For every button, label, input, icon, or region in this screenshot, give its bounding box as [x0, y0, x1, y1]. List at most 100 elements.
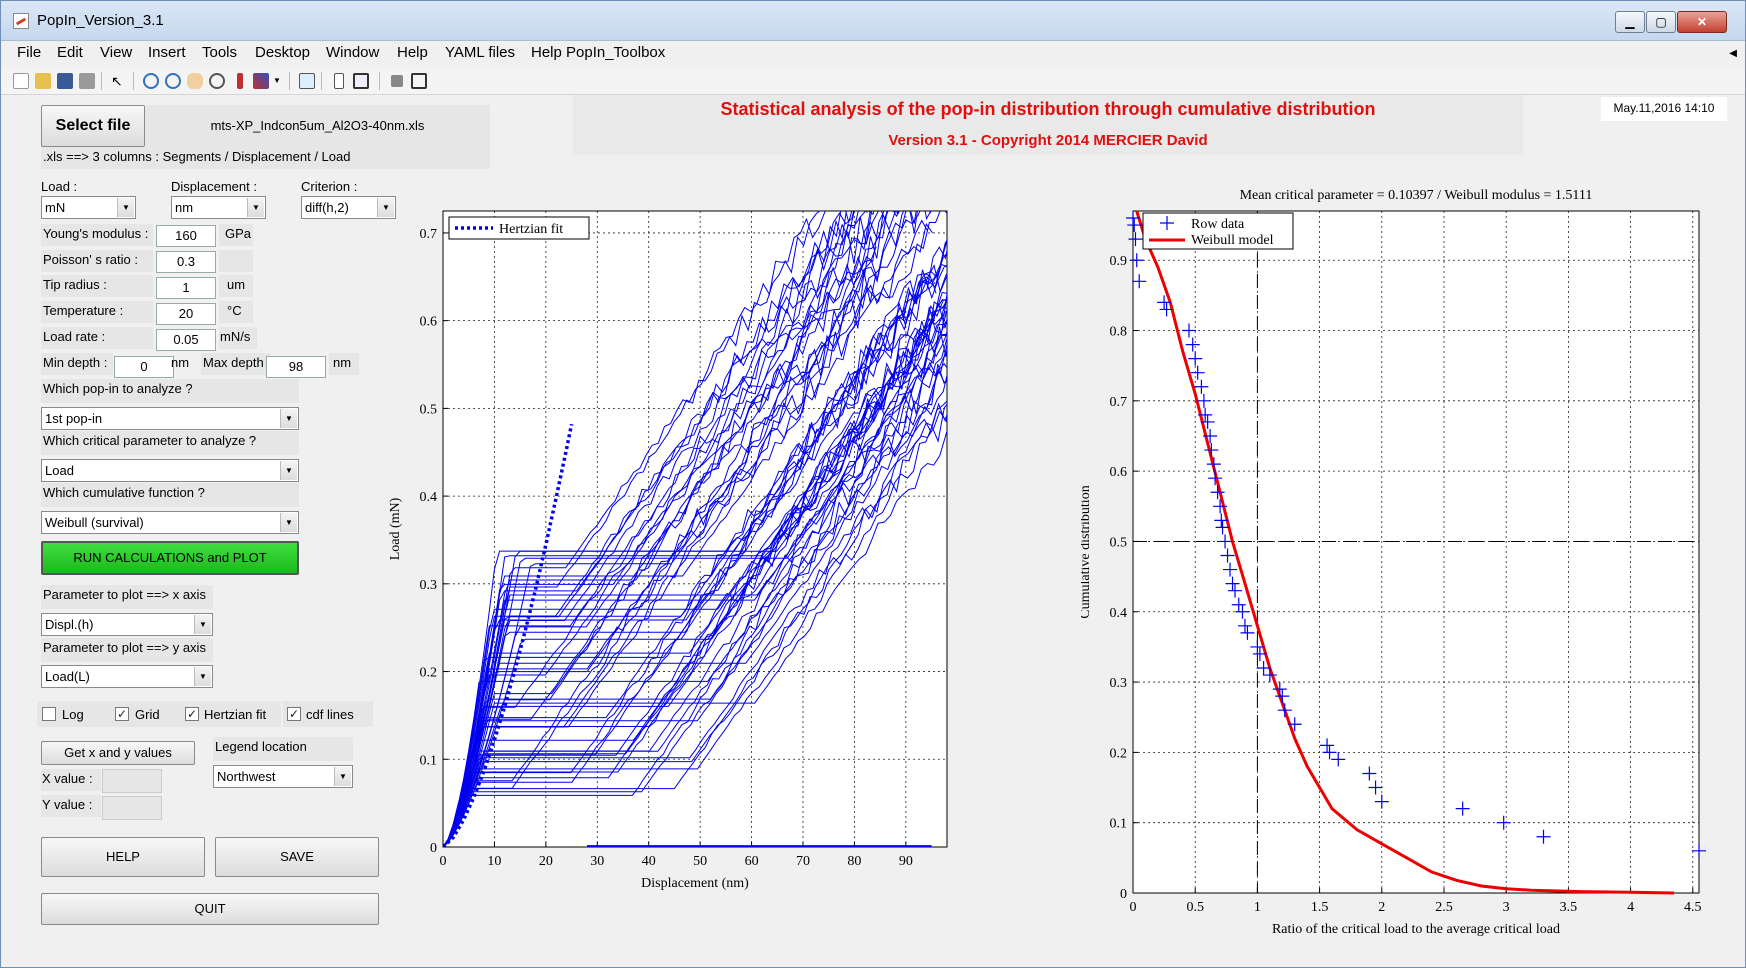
brush-icon[interactable] — [253, 73, 269, 89]
legend-location-select[interactable]: Northwest ▼ — [213, 765, 353, 788]
link-plot-icon[interactable] — [299, 73, 315, 89]
show-plot-tools-icon[interactable] — [411, 73, 427, 89]
yaxis-param-select[interactable]: Load(L) ▼ — [41, 665, 213, 688]
menu-yaml-files[interactable]: YAML files — [445, 44, 515, 61]
cdf-x-axis-label: Ratio of the critical load to the averag… — [1272, 922, 1560, 937]
menu-bar: File Edit View Insert Tools Desktop Wind… — [1, 41, 1745, 67]
menu-help-popin-toolbox[interactable]: Help PopIn_Toolbox — [531, 44, 665, 61]
young-modulus-input[interactable]: 160 — [156, 225, 216, 247]
chevron-down-icon: ▼ — [334, 767, 351, 786]
grid-label: Grid — [135, 707, 160, 722]
toolbar-separator — [101, 72, 102, 90]
ld-x-tick-label: 80 — [847, 854, 861, 869]
log-checkbox[interactable] — [42, 707, 56, 721]
max-depth-unit: nm — [329, 353, 359, 375]
poisson-ratio-input[interactable]: 0.3 — [156, 251, 216, 273]
menu-help[interactable]: Help — [397, 44, 428, 61]
cumulative-distribution-chart[interactable]: 0 0.5 1 1.5 2 2.5 3 3.5 4 4.5 0 0.1 0.2 0.3 0.4 0.5 0.6 0… — [1081, 187, 1721, 957]
popin-select[interactable]: 1st pop-in ▼ — [41, 407, 299, 430]
load-rate-unit: mN/s — [219, 327, 257, 349]
print-figure-icon[interactable] — [79, 73, 95, 89]
xaxis-param-select[interactable]: Displ.(h) ▼ — [41, 613, 213, 636]
menu-file[interactable]: File — [17, 44, 41, 61]
menu-dock-arrow-icon[interactable]: ◀ — [1729, 48, 1737, 59]
load-displacement-chart[interactable]: 0 10 20 30 40 50 60 70 80 90 0 0.1 0.2 0.3 0.4 0.5 0.6 0.… — [385, 197, 1015, 957]
select-file-button[interactable]: Select file — [41, 105, 145, 147]
disp-unit-select[interactable]: nm ▼ — [171, 196, 266, 219]
load-unit-select[interactable]: mN ▼ — [41, 196, 136, 219]
heading-subtitle: Version 3.1 - Copyright 2014 MERCIER Dav… — [573, 132, 1523, 149]
cdf-y-tick-label: 0.5 — [1110, 535, 1128, 550]
close-button[interactable]: ✕ — [1677, 11, 1727, 33]
menu-insert[interactable]: Insert — [148, 44, 186, 61]
rotate-3d-icon[interactable] — [209, 73, 225, 89]
save-button[interactable]: SAVE — [215, 837, 379, 877]
zoom-out-icon[interactable] — [165, 73, 181, 89]
cdf-x-tick-label: 0 — [1130, 900, 1137, 915]
critparam-value: Load — [45, 463, 74, 478]
log-label: Log — [62, 707, 84, 722]
heading-title: Statistical analysis of the pop-in distr… — [573, 99, 1523, 120]
zoom-in-icon[interactable] — [143, 73, 159, 89]
ld-y-tick-label: 0.2 — [420, 666, 438, 681]
maximize-button[interactable]: ▢ — [1646, 11, 1676, 33]
hertzian-fit-checkbox[interactable]: ✓ — [185, 707, 199, 721]
ld-x-tick-label: 90 — [899, 854, 913, 869]
load-rate-input[interactable]: 0.05 — [156, 329, 216, 351]
cdf-chart-title: Mean critical parameter = 0.10397 / Weib… — [1240, 188, 1593, 203]
ld-x-tick-label: 10 — [487, 854, 501, 869]
pan-hand-icon[interactable] — [187, 73, 203, 89]
file-format-hint: .xls ==> 3 columns : Segments / Displace… — [41, 147, 490, 169]
get-xy-values-button[interactable]: Get x and y values — [41, 741, 195, 765]
max-depth-label: Max depth : — [201, 353, 271, 375]
y-value-label: Y value : — [41, 795, 101, 817]
open-file-icon[interactable] — [35, 73, 51, 89]
cumul-select[interactable]: Weibull (survival) ▼ — [41, 511, 299, 534]
brush-dropdown-icon[interactable]: ▼ — [273, 73, 281, 89]
menu-edit[interactable]: Edit — [57, 44, 83, 61]
ld-y-tick-label: 0.4 — [420, 490, 438, 505]
max-depth-input[interactable]: 98 — [266, 356, 326, 378]
help-button[interactable]: HELP — [41, 837, 205, 877]
min-depth-input[interactable]: 0 — [114, 356, 174, 378]
cdf-x-tick-label: 2.5 — [1435, 900, 1453, 915]
edit-plot-arrow-icon[interactable]: ↖ — [111, 73, 127, 89]
tip-radius-input[interactable]: 1 — [156, 277, 216, 299]
run-calculations-button[interactable]: RUN CALCULATIONS and PLOT — [41, 541, 299, 575]
data-cursor-icon[interactable] — [237, 73, 243, 89]
cdf-x-tick-label: 3 — [1503, 900, 1510, 915]
cdf-legend-label-model: Weibull model — [1191, 233, 1274, 248]
save-figure-icon[interactable] — [57, 73, 73, 89]
cdf-y-tick-label: 0.1 — [1110, 817, 1128, 832]
menu-window[interactable]: Window — [326, 44, 379, 61]
toolbar-separator — [289, 72, 290, 90]
new-figure-icon[interactable] — [13, 73, 29, 89]
grid-checkbox[interactable]: ✓ — [115, 707, 129, 721]
insert-legend-icon[interactable] — [353, 73, 369, 89]
ld-x-tick-label: 40 — [642, 854, 656, 869]
cdf-x-tick-label: 2 — [1378, 900, 1385, 915]
temperature-input[interactable]: 20 — [156, 303, 216, 325]
chevron-down-icon: ▼ — [194, 667, 211, 686]
menu-desktop[interactable]: Desktop — [255, 44, 310, 61]
menu-tools[interactable]: Tools — [202, 44, 237, 61]
cdf-lines-checkbox[interactable]: ✓ — [287, 707, 301, 721]
quit-button[interactable]: QUIT — [41, 893, 379, 925]
hide-plot-tools-icon[interactable] — [391, 75, 403, 87]
insert-colorbar-icon[interactable] — [334, 73, 344, 89]
ld-y-tick-label: 0 — [430, 841, 437, 856]
cdf-plot-area — [1133, 211, 1699, 893]
minimize-button[interactable]: ▁ — [1615, 11, 1645, 33]
ld-x-tick-label: 50 — [693, 854, 707, 869]
criterion-label: Criterion : — [301, 179, 357, 194]
ld-x-axis-label: Displacement (nm) — [641, 876, 749, 891]
ld-y-tick-label: 0.1 — [420, 753, 438, 768]
criterion-select[interactable]: diff(h,2) ▼ — [301, 196, 396, 219]
ld-y-axis-label: Load (mN) — [388, 497, 403, 560]
cdf-x-tick-label: 1 — [1254, 900, 1261, 915]
critparam-select[interactable]: Load ▼ — [41, 459, 299, 482]
cdf-legend-label-data: Row data — [1191, 217, 1245, 232]
menu-view[interactable]: View — [100, 44, 132, 61]
toolbar-separator — [133, 72, 134, 90]
